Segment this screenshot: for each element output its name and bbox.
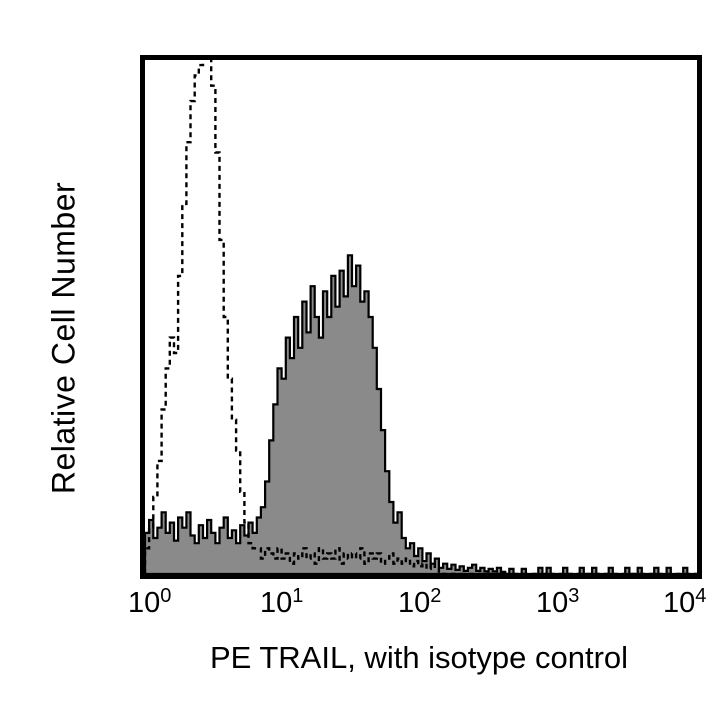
tick-base: 10 — [260, 587, 293, 619]
y-axis-title: Relative Cell Number — [45, 181, 82, 495]
tick-exponent: 1 — [292, 585, 304, 607]
isotype-control-dashed-histogram — [145, 60, 697, 574]
x-axis-title: PE TRAIL, with isotype control — [209, 640, 629, 675]
tick-exponent: 4 — [695, 585, 707, 607]
pe-trail-filled-histogram — [145, 254, 697, 574]
tick-exponent: 2 — [430, 585, 442, 607]
x-tick-label-10e4: 104 — [663, 585, 707, 620]
plot-frame — [140, 55, 702, 579]
tick-exponent: 3 — [568, 585, 580, 607]
x-tick-label-10e0: 100 — [128, 585, 172, 620]
tick-base: 10 — [128, 587, 161, 619]
x-tick-label-10e3: 103 — [536, 585, 580, 620]
tick-exponent: 0 — [160, 585, 172, 607]
tick-base: 10 — [536, 587, 569, 619]
x-tick-label-10e1: 101 — [260, 585, 304, 620]
x-tick-label-10e2: 102 — [398, 585, 442, 620]
tick-base: 10 — [398, 587, 431, 619]
tick-base: 10 — [663, 587, 696, 619]
